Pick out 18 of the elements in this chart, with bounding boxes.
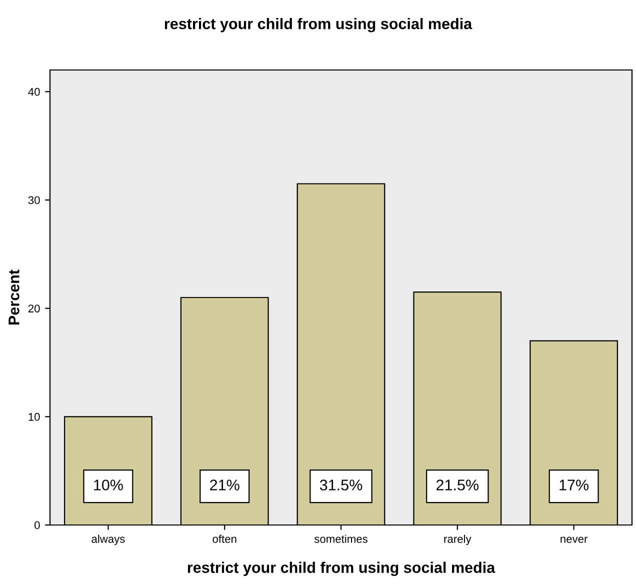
y-tick-label: 10 — [28, 412, 40, 421]
y-axis-title: Percent — [8, 270, 20, 324]
y-tick-label: 40 — [28, 88, 40, 96]
x-tick-label: sometimes — [314, 534, 368, 543]
y-tick-label: 20 — [28, 304, 40, 312]
x-axis-title: restrict your child from using social media — [188, 562, 496, 576]
data-label: 17% — [560, 480, 589, 490]
x-tick-label: never — [560, 536, 588, 543]
y-tick-label: 0 — [34, 521, 40, 530]
data-label: 21% — [210, 480, 240, 490]
chart-title: restrict your child from using social media — [164, 18, 472, 32]
y-tick-label: 30 — [28, 196, 40, 204]
x-tick-label: often — [212, 534, 236, 543]
data-label: 31.5% — [320, 480, 362, 490]
data-label: 10% — [94, 480, 123, 490]
x-tick-label: rarely — [444, 534, 472, 546]
x-tick-label: always — [92, 534, 125, 546]
data-label: 21.5% — [436, 480, 479, 490]
